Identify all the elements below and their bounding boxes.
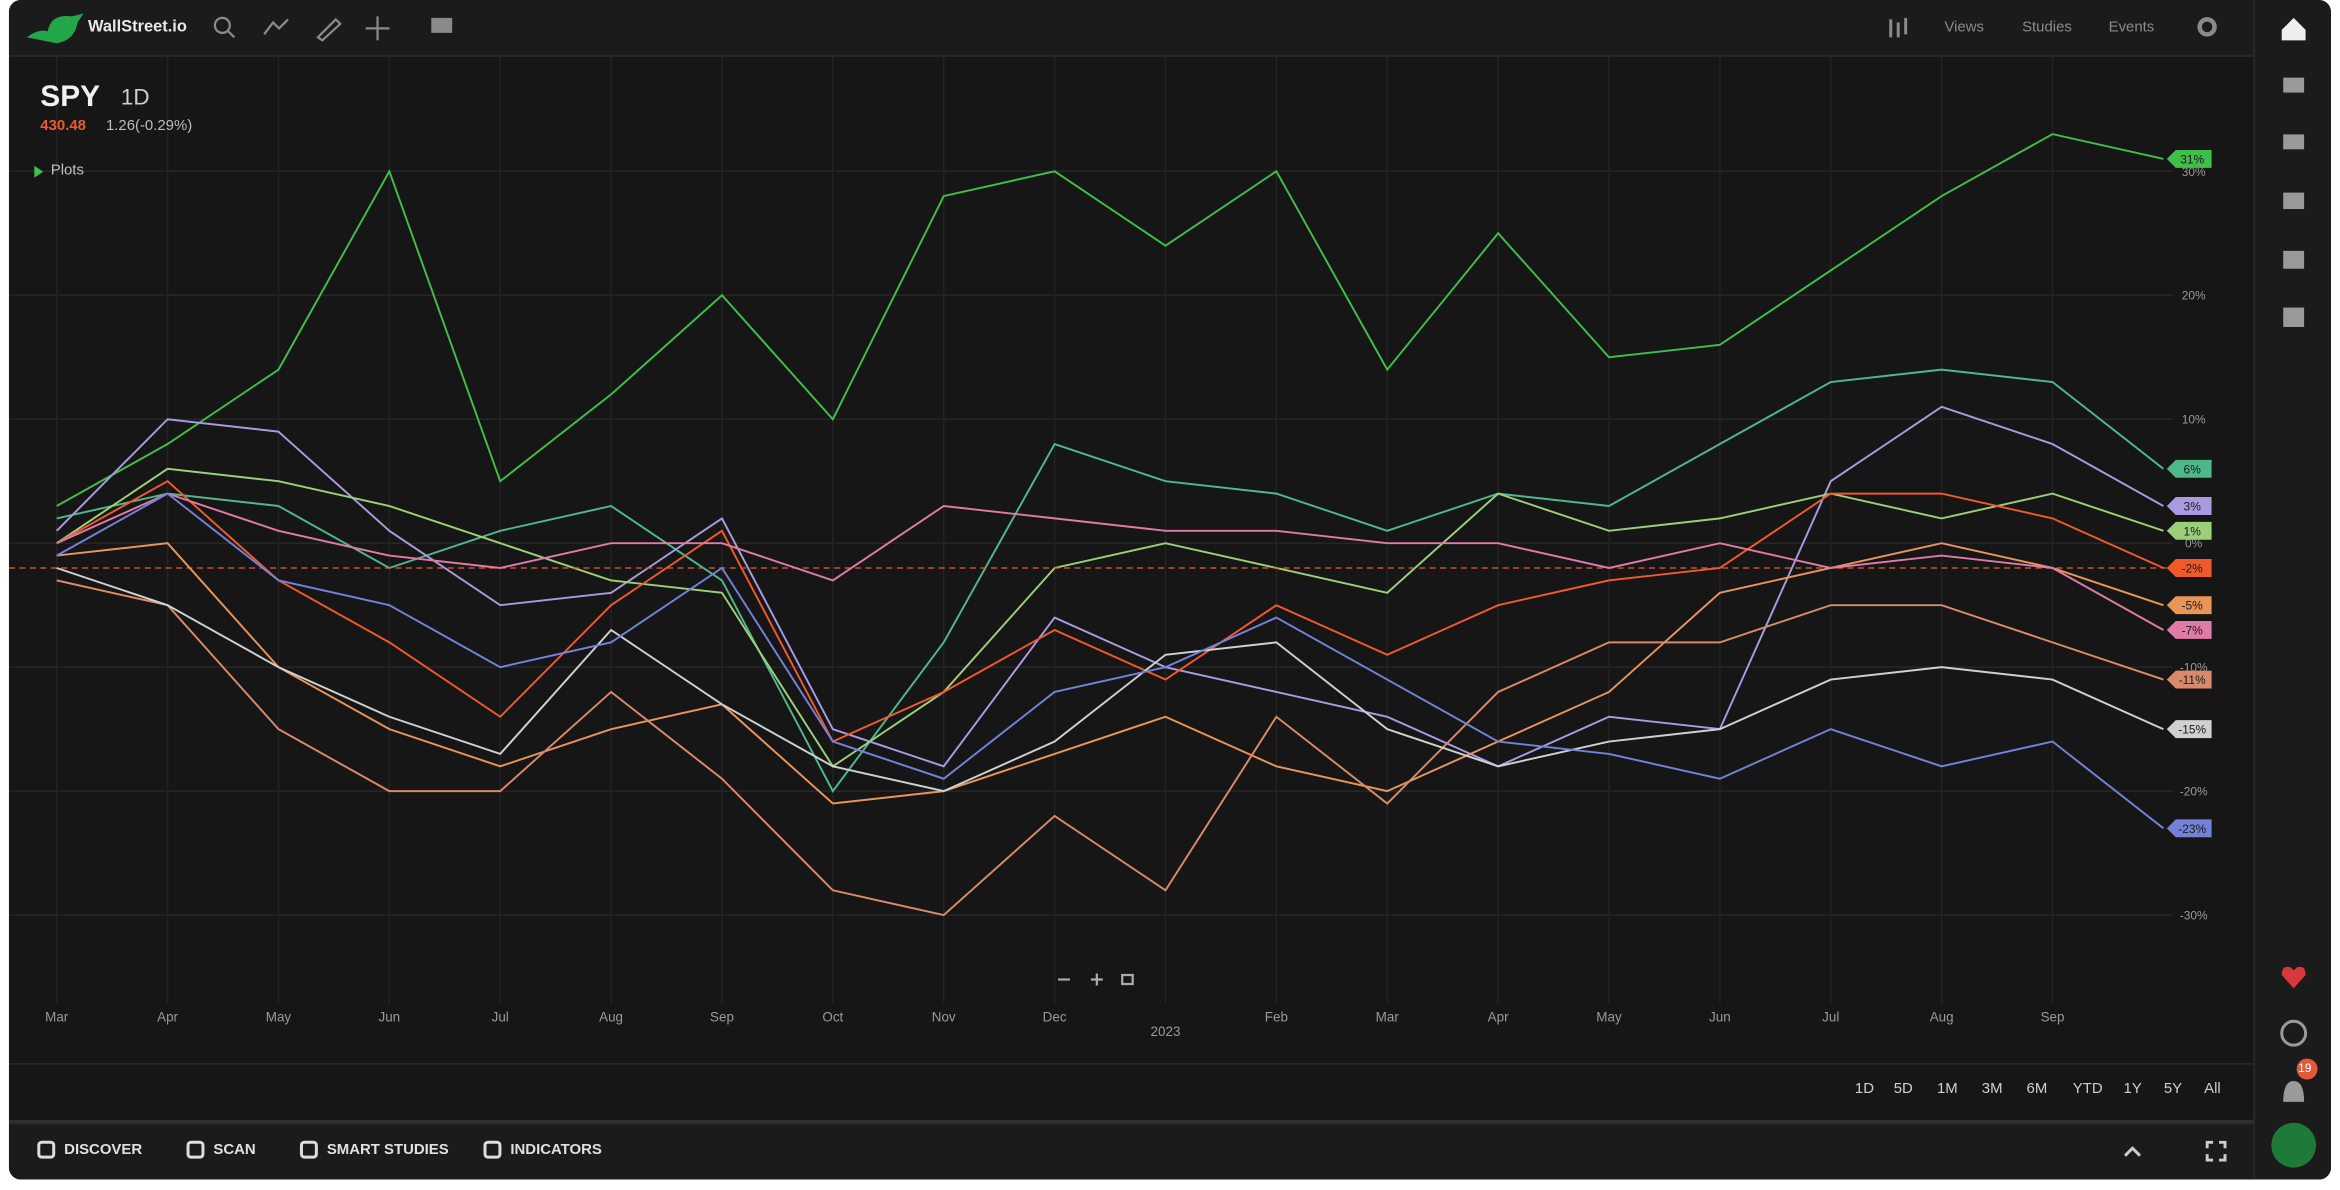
x-tick-label: Jul [492, 1009, 509, 1024]
timeframe-button[interactable]: 1M [1937, 1081, 1958, 1098]
x-tick-label: Oct [822, 1009, 843, 1024]
value-tag [2166, 720, 2212, 739]
y-tick-label: 10% [2182, 413, 2206, 427]
x-tick-label: Jun [379, 1009, 401, 1024]
y-tick-label: 0% [2185, 537, 2203, 551]
y-tick-label: 20% [2182, 289, 2206, 303]
right-sidebar: 19 [2253, 0, 2331, 1180]
x-tick-label: May [266, 1009, 292, 1024]
x-tick-label: Mar [1376, 1009, 1400, 1024]
fullscreen-icon[interactable] [2205, 1140, 2227, 1162]
timeframe-button[interactable]: 3M [1981, 1081, 2003, 1098]
top-bar: WallStreet.io Views Studies Events [8, 0, 2254, 57]
value-label: -5% [2182, 599, 2204, 613]
value-label: 3% [2184, 499, 2202, 513]
x-tick-label: May [1596, 1009, 1622, 1024]
value-tag [2166, 559, 2212, 577]
timeframe-button[interactable]: 5Y [2163, 1081, 2183, 1098]
toolbar-button[interactable]: SMART STUDIES [326, 1142, 449, 1159]
timeframe-bar: 1D 5D 1M 3M 6M YTD 1Y 5Y All [8, 1063, 2254, 1116]
menu[interactable]: Views [1944, 19, 1985, 36]
value-label: -2% [2182, 561, 2204, 575]
value-label: -15% [2178, 723, 2206, 737]
timeframe-button[interactable]: 1Y [2123, 1081, 2142, 1098]
series-line [56, 579, 2164, 917]
y-tick-label: 30% [2182, 165, 2206, 179]
x-tick-label: Aug [1930, 1009, 1954, 1024]
settings-icon[interactable] [2197, 16, 2221, 40]
x-tick-label: Sep [710, 1009, 734, 1024]
value-tag [2166, 596, 2212, 615]
x-tick-label: Jun [1709, 1009, 1731, 1024]
bottom-toolbar: DISCOVER SCAN SMART STUDIES INDICATORS [8, 1119, 2254, 1180]
x-tick-label: Feb [1265, 1009, 1288, 1024]
collapse-icon[interactable] [2122, 1142, 2143, 1160]
x-tick-label: 2023 [1151, 1024, 1181, 1039]
value-tag [2166, 149, 2212, 168]
value-tag [2166, 521, 2212, 540]
menu[interactable]: Studies [2022, 19, 2072, 36]
series-line [56, 405, 2164, 768]
tool-icons [213, 16, 453, 42]
x-tick-label: Mar [45, 1009, 69, 1024]
brand: WallStreet.io [88, 17, 187, 36]
symbol: SPY [40, 80, 101, 114]
x-tick-label: Apr [1488, 1009, 1509, 1024]
logo [26, 13, 84, 44]
notification-count: 19 [2298, 1061, 2312, 1076]
x-tick-label: Sep [2041, 1009, 2065, 1024]
timeframe-button[interactable]: 6M [2026, 1081, 2048, 1098]
interval: 1D [120, 85, 150, 111]
series-line [56, 467, 2164, 768]
toolbar-button[interactable]: DISCOVER [64, 1142, 143, 1159]
x-tick-label: Aug [599, 1009, 623, 1024]
timeframe-button[interactable]: 5D [1893, 1081, 1913, 1098]
timeframe-button[interactable]: All [2204, 1081, 2221, 1098]
series-line [56, 492, 2164, 631]
x-tick-label: Dec [1043, 1009, 1067, 1024]
series-line [56, 480, 2164, 743]
value-tag [2166, 459, 2212, 478]
value-label: 31% [2180, 152, 2204, 166]
zoom-controls [1058, 973, 1134, 986]
series-line [56, 567, 2164, 793]
timeframe-button[interactable]: 1D [1854, 1081, 1875, 1098]
value-tag [2166, 497, 2212, 515]
toolbar-button[interactable]: SCAN [213, 1142, 256, 1159]
y-tick-label: -30% [2180, 909, 2208, 923]
value-label: -11% [2179, 673, 2206, 687]
series-line [56, 133, 2164, 507]
series-line [56, 492, 2164, 830]
toolbar-icon [299, 1140, 318, 1159]
chart: 30%20%10%0%-10%-20%-30%Mar Apr May Jun Jul Au… [8, 56, 2212, 1039]
series-line [56, 542, 2164, 805]
price-change: 1.26(-0.29%) [105, 117, 193, 135]
plots-toggle[interactable]: Plots [50, 162, 84, 180]
y-tick-label: -20% [2180, 785, 2208, 799]
timeframe-button[interactable]: YTD [2072, 1081, 2103, 1098]
x-tick-label: Jul [1822, 1009, 1839, 1024]
toolbar-icon [37, 1140, 56, 1159]
price: 430.48 [40, 117, 86, 135]
toolbar-button[interactable]: INDICATORS [510, 1142, 602, 1159]
app-window: WallStreet.io Views Studies Events 30% 20… [8, 0, 2331, 1180]
sidebar-icons [2271, 17, 2318, 1168]
plots-arrow [34, 165, 44, 178]
value-label: -23% [2178, 822, 2206, 836]
x-tick-label: Apr [157, 1009, 178, 1024]
chart-type-icon [1889, 17, 1908, 38]
value-label: 1% [2184, 524, 2202, 538]
value-tag [2166, 670, 2212, 689]
value-label: -7% [2182, 623, 2204, 637]
menu[interactable]: Events [2108, 19, 2155, 36]
value-tag [2166, 621, 2212, 639]
toolbar-icon [186, 1140, 205, 1159]
value-label: 6% [2184, 462, 2202, 476]
zoom-icons [1058, 973, 1134, 986]
toolbar-icon [483, 1140, 502, 1159]
x-tick-label: Nov [932, 1009, 956, 1024]
value-tag [2166, 819, 2212, 838]
series-line [56, 368, 2164, 793]
